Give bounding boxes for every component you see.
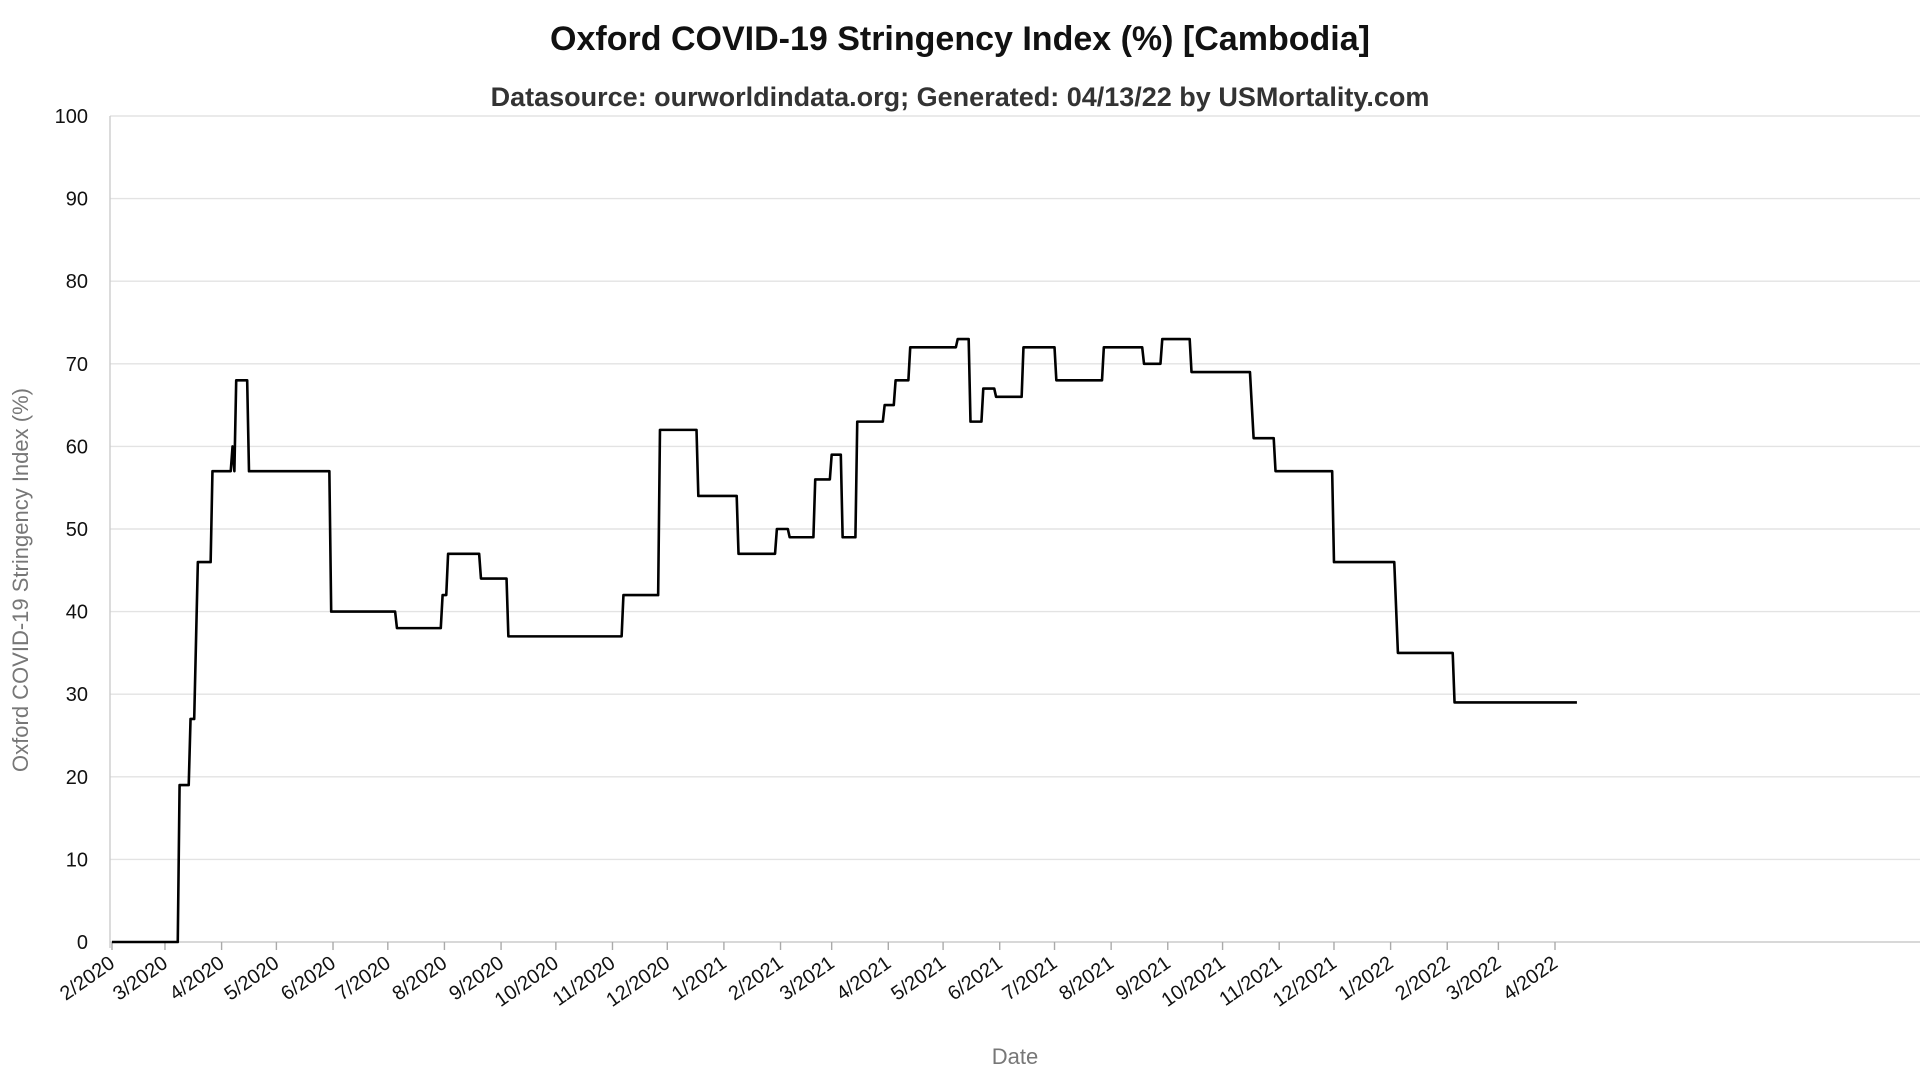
plot-area bbox=[112, 337, 1577, 944]
x-axis-label: Date bbox=[992, 1044, 1038, 1069]
chart-title: Oxford COVID-19 Stringency Index (%) [Ca… bbox=[550, 20, 1370, 58]
x-tick-label-23: 1/2022 bbox=[1335, 952, 1398, 1005]
x-tick-label-26: 4/2022 bbox=[1499, 952, 1562, 1005]
x-tick-label-13: 3/2021 bbox=[776, 952, 839, 1005]
y-tick-label-7: 70 bbox=[66, 354, 88, 376]
y-axis-label: Oxford COVID-19 Stringency Index (%) bbox=[8, 388, 33, 772]
x-tick-label-3: 5/2020 bbox=[221, 952, 284, 1005]
axes: 0 10 20 30 40 50 60 70 80 90 100 2/20203/20204/2020… bbox=[55, 106, 1920, 1012]
x-tick-label-0: 2/2020 bbox=[56, 952, 119, 1005]
y-tick-label-8: 80 bbox=[66, 271, 88, 293]
chart-subtitle: Datasource: ourworldindata.org; Generate… bbox=[491, 82, 1430, 112]
y-tick-label-5: 50 bbox=[66, 519, 88, 541]
y-tick-label-2: 20 bbox=[66, 767, 88, 789]
x-tick-label-10: 12/2020 bbox=[602, 952, 674, 1011]
x-tick-label-24: 2/2022 bbox=[1391, 952, 1454, 1005]
x-tick-label-8: 10/2020 bbox=[491, 952, 563, 1011]
y-tick-label-6: 60 bbox=[66, 436, 88, 458]
y-tick-label-9: 90 bbox=[66, 189, 88, 211]
y-tick-label-3: 30 bbox=[66, 684, 88, 706]
x-tick-label-12: 2/2021 bbox=[725, 952, 788, 1005]
grid bbox=[110, 115, 1920, 861]
x-tick-label-6: 8/2020 bbox=[389, 952, 452, 1005]
x-tick-label-18: 8/2021 bbox=[1055, 952, 1118, 1005]
x-tick-label-20: 10/2021 bbox=[1158, 952, 1230, 1011]
x-tick-label-16: 6/2021 bbox=[944, 952, 1007, 1005]
y-tick-label-4: 40 bbox=[66, 602, 88, 624]
series-line-0 bbox=[112, 337, 1577, 944]
x-tick-label-2: 4/2020 bbox=[166, 952, 229, 1005]
y-tick-label-10: 100 bbox=[55, 106, 88, 128]
y-tick-label-0: 0 bbox=[77, 932, 88, 954]
y-tick-label-1: 10 bbox=[66, 849, 88, 871]
x-tick-label-4: 6/2020 bbox=[277, 952, 340, 1005]
x-tick-label-25: 3/2022 bbox=[1443, 952, 1506, 1005]
x-tick-label-15: 5/2021 bbox=[887, 952, 950, 1005]
x-tick-label-17: 7/2021 bbox=[999, 952, 1062, 1005]
x-tick-label-1: 3/2020 bbox=[109, 952, 172, 1005]
x-tick-label-14: 4/2021 bbox=[832, 952, 895, 1005]
x-tick-label-5: 7/2020 bbox=[332, 952, 395, 1005]
x-tick-label-22: 12/2021 bbox=[1269, 952, 1341, 1011]
x-tick-label-11: 1/2021 bbox=[668, 952, 731, 1005]
